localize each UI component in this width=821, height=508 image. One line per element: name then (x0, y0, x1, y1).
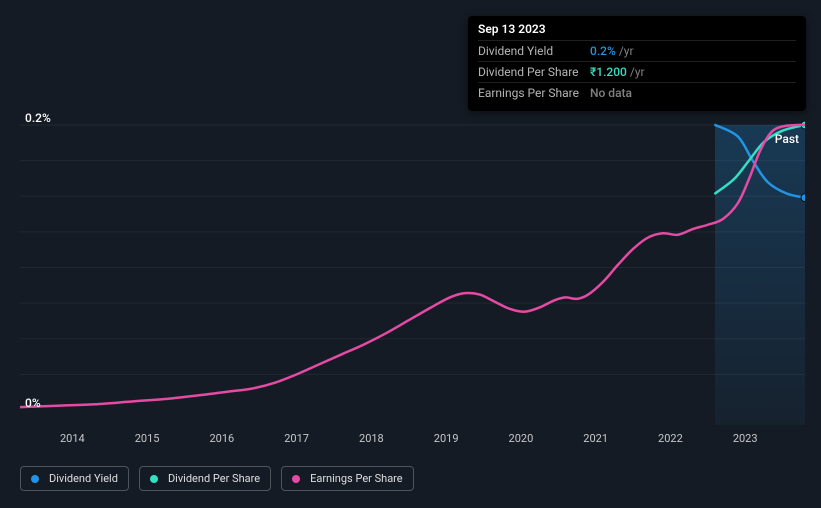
legend-item[interactable]: Dividend Per Share (139, 466, 271, 491)
legend-item[interactable]: Earnings Per Share (281, 466, 414, 491)
tooltip-row: Dividend Yield0.2%/yr (478, 40, 796, 61)
chart-plot-area (20, 110, 805, 425)
legend-label: Dividend Yield (49, 472, 118, 485)
x-tick-label: 2014 (60, 432, 85, 445)
chart-svg (20, 110, 805, 425)
past-label: Past (775, 132, 799, 146)
legend-dot-icon (150, 475, 158, 483)
chart-legend: Dividend Yield Dividend Per Share Earnings… (20, 466, 414, 491)
legend-label: Earnings Per Share (310, 472, 403, 485)
x-tick-label: 2015 (135, 432, 160, 445)
tooltip-value: ₹1.200 (590, 65, 627, 79)
x-tick-label: 2019 (434, 432, 459, 445)
tooltip-value: No data (590, 86, 632, 100)
y-tick-label: 0.2% (25, 111, 51, 125)
tooltip-date: Sep 13 2023 (478, 22, 796, 40)
x-tick-label: 2016 (209, 432, 234, 445)
tooltip-suffix: /yr (630, 65, 645, 79)
tooltip-value: 0.2% (590, 44, 616, 58)
legend-dot-icon (31, 475, 39, 483)
legend-dot-icon (292, 475, 300, 483)
tooltip-key: Dividend Yield (478, 44, 590, 58)
tooltip-key: Dividend Per Share (478, 65, 590, 79)
x-tick-label: 2017 (284, 432, 309, 445)
chart-tooltip: Sep 13 2023 Dividend Yield0.2%/yrDividen… (468, 16, 806, 111)
tooltip-rows: Dividend Yield0.2%/yrDividend Per Share₹… (478, 40, 796, 103)
x-axis-labels: 2014 2015 2016 2017 2018 2019 2020 2021 2022 2023 (20, 432, 805, 452)
x-tick-label: 2020 (509, 432, 534, 445)
x-tick-label: 2018 (359, 432, 384, 445)
legend-item[interactable]: Dividend Yield (20, 466, 129, 491)
tooltip-key: Earnings Per Share (478, 86, 590, 100)
y-tick-label: 0% (25, 396, 41, 410)
legend-label: Dividend Per Share (168, 472, 260, 485)
tooltip-row: Dividend Per Share₹1.200/yr (478, 61, 796, 82)
x-tick-label: 2022 (658, 432, 683, 445)
x-tick-label: 2021 (583, 432, 608, 445)
tooltip-suffix: /yr (619, 44, 634, 58)
x-tick-label: 2023 (733, 432, 758, 445)
tooltip-row: Earnings Per ShareNo data (478, 82, 796, 103)
